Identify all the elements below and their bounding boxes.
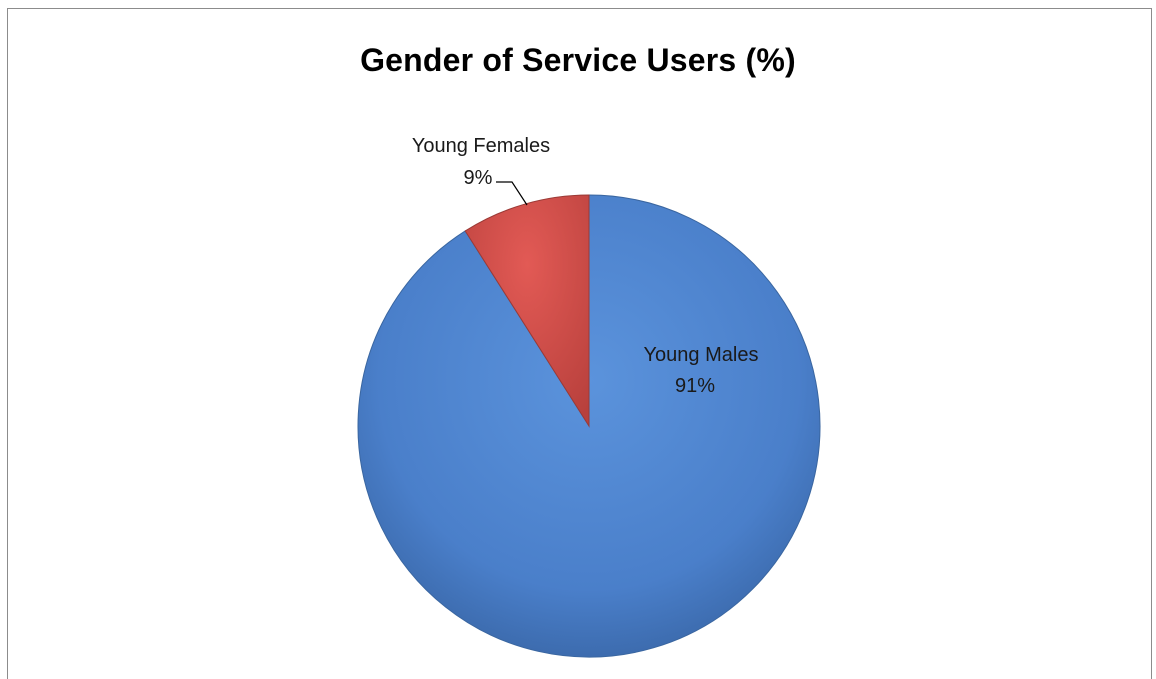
data-label-category-young-males: Young Males (644, 344, 759, 366)
data-label-category-young-females: Young Females (412, 135, 550, 157)
data-label-value-young-females: 9% (464, 167, 493, 189)
leader-line-young-females (496, 181, 528, 206)
data-label-value-young-males: 91% (675, 375, 715, 397)
pie-slice-young-females (464, 194, 590, 428)
chart-title: Gender of Service Users (%) (360, 42, 796, 78)
